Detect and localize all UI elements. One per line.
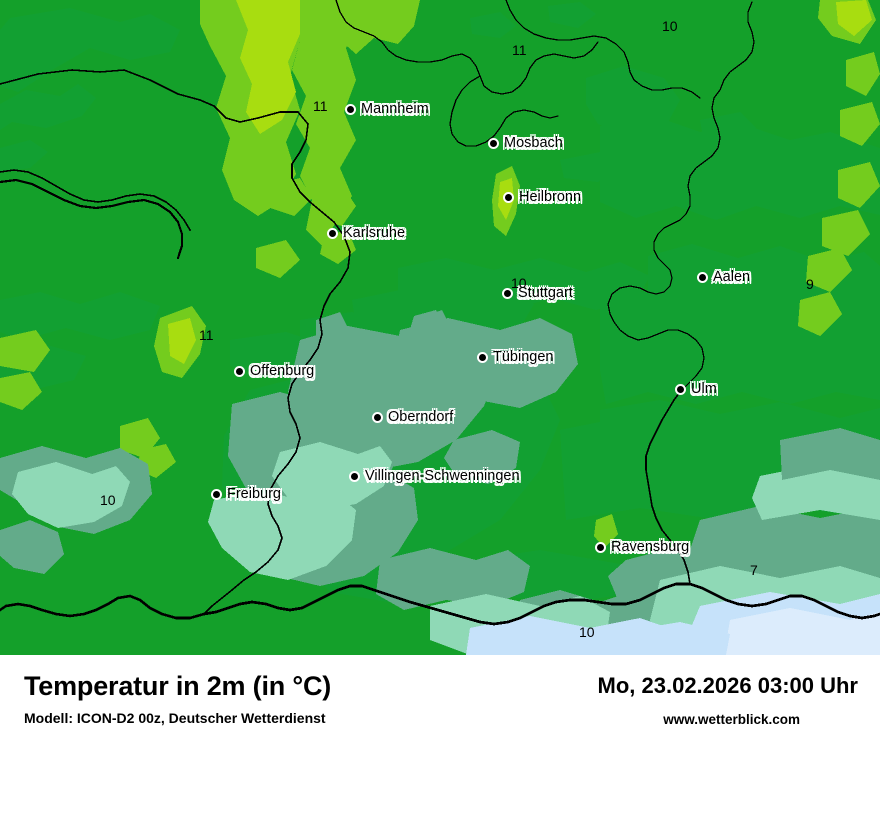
- city-marker-stuttgart[interactable]: Stuttgart: [502, 285, 573, 301]
- temperature-map[interactable]: Mannheim Mosbach Heilbronn Karlsruhe Stu…: [0, 0, 880, 655]
- city-label: Ulm: [691, 381, 717, 397]
- city-marker-offenburg[interactable]: Offenburg: [234, 363, 314, 379]
- city-dot: [349, 470, 360, 482]
- website-label: www.wetterblick.com: [663, 712, 800, 727]
- city-label: Oberndorf: [388, 409, 454, 425]
- city-dot: [503, 191, 514, 203]
- city-label: Karlsruhe: [343, 225, 406, 241]
- city-label: Mosbach: [504, 135, 563, 151]
- city-dot: [697, 271, 708, 283]
- city-dot: [675, 383, 686, 395]
- city-dot: [345, 103, 356, 115]
- contour-label: 9: [806, 276, 814, 292]
- city-dot: [488, 137, 499, 149]
- contour-label: 7: [750, 562, 758, 578]
- city-dot: [234, 365, 245, 377]
- city-marker-heilbronn[interactable]: Heilbronn: [503, 189, 581, 205]
- city-label: Aalen: [713, 269, 751, 285]
- city-label: Villingen-Schwenningen: [365, 468, 520, 484]
- city-marker-aalen[interactable]: Aalen: [697, 269, 750, 285]
- map-raster-layer: [0, 0, 880, 655]
- city-label: Tübingen: [493, 349, 554, 365]
- contour-label: 11: [199, 327, 214, 343]
- city-dot: [372, 411, 383, 423]
- city-dot: [477, 351, 488, 363]
- model-subtitle: Modell: ICON-D2 00z, Deutscher Wetterdie…: [24, 710, 326, 726]
- city-marker-oberndorf[interactable]: Oberndorf: [372, 409, 453, 425]
- city-dot: [211, 488, 222, 500]
- city-marker-ravensburg[interactable]: Ravensburg: [595, 539, 689, 555]
- city-dot: [595, 541, 606, 553]
- city-marker-mannheim[interactable]: Mannheim: [345, 101, 429, 117]
- city-label: Freiburg: [227, 486, 281, 502]
- contour-label: 11: [313, 98, 328, 114]
- city-dot: [327, 227, 338, 239]
- forecast-datetime: Mo, 23.02.2026 03:00 Uhr: [597, 673, 858, 698]
- contour-label: 10: [100, 492, 116, 508]
- city-label: Heilbronn: [519, 189, 582, 205]
- city-marker-karlsruhe[interactable]: Karlsruhe: [327, 225, 405, 241]
- city-marker-tuebingen[interactable]: Tübingen: [477, 349, 553, 365]
- contour-label: 11: [512, 42, 527, 58]
- contour-label: 10: [511, 275, 527, 291]
- contour-label: 10: [662, 18, 678, 34]
- city-marker-mosbach[interactable]: Mosbach: [488, 135, 563, 151]
- city-label: Ravensburg: [611, 539, 690, 555]
- city-marker-villingen-schwenningen[interactable]: Villingen-Schwenningen: [349, 468, 520, 484]
- city-label: Offenburg: [250, 363, 315, 379]
- city-marker-freiburg[interactable]: Freiburg: [211, 486, 281, 502]
- city-label: Stuttgart: [518, 285, 573, 301]
- footer-panel: Temperatur in 2m (in °C) Mo, 23.02.2026 …: [0, 655, 880, 830]
- city-dot: [502, 287, 513, 299]
- city-marker-ulm[interactable]: Ulm: [675, 381, 717, 397]
- contour-label: 10: [579, 624, 595, 640]
- city-label: Mannheim: [361, 101, 429, 117]
- title-row: Temperatur in 2m (in °C) Mo, 23.02.2026 …: [0, 671, 880, 705]
- page-title: Temperatur in 2m (in °C): [24, 671, 332, 701]
